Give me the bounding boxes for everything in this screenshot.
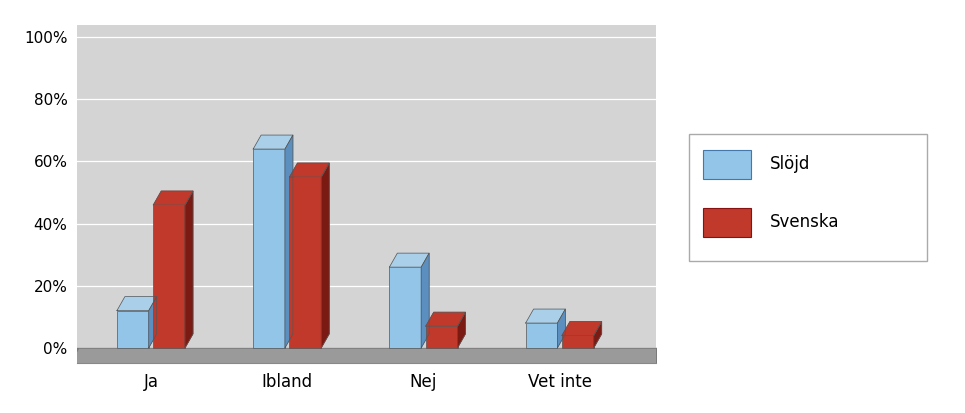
Polygon shape [149, 297, 156, 348]
Polygon shape [558, 309, 565, 348]
Polygon shape [426, 312, 465, 326]
Text: Svenska: Svenska [770, 213, 840, 231]
Polygon shape [457, 312, 465, 348]
Bar [703, 208, 751, 237]
Bar [426, 326, 457, 348]
Polygon shape [321, 163, 329, 348]
Bar [290, 177, 321, 348]
Polygon shape [153, 191, 193, 205]
Polygon shape [285, 135, 293, 348]
Bar [253, 149, 285, 348]
Polygon shape [290, 163, 329, 177]
Bar [153, 205, 185, 348]
Bar [562, 335, 593, 348]
Polygon shape [390, 253, 429, 267]
Bar [117, 311, 149, 348]
Polygon shape [421, 253, 429, 348]
Polygon shape [71, 349, 670, 363]
Polygon shape [253, 135, 293, 149]
Bar [703, 150, 751, 179]
Bar [390, 267, 421, 348]
Polygon shape [526, 309, 565, 323]
Polygon shape [593, 321, 602, 348]
Bar [526, 323, 558, 348]
FancyBboxPatch shape [689, 134, 926, 261]
Polygon shape [117, 297, 156, 311]
Text: Slöjd: Slöjd [770, 155, 811, 173]
Polygon shape [185, 191, 193, 348]
Polygon shape [562, 321, 602, 335]
